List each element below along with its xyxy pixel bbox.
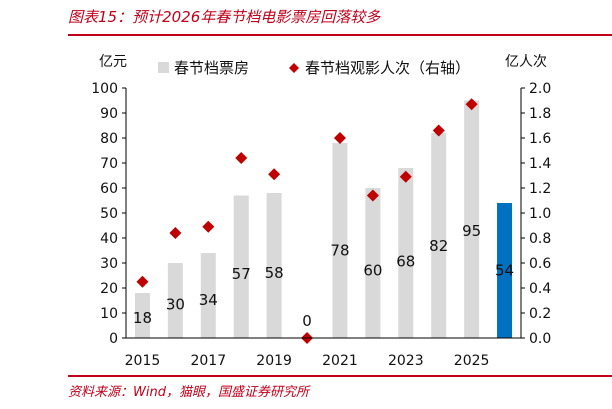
bar-2019 [266, 193, 282, 338]
y-left-tick-label: 30 [100, 256, 118, 272]
y-left-tick-label: 50 [100, 206, 118, 222]
legend: 春节档票房 春节档观影人次（右轴） [158, 59, 470, 77]
x-tick-label: 2019 [256, 353, 292, 369]
legend-swatch-diamond [289, 63, 299, 73]
bar-2024 [431, 133, 447, 338]
chart-title: 图表15：预计2026年春节档电影票房回落较多 [68, 8, 381, 26]
legend-label-bar: 春节档票房 [174, 59, 249, 77]
source-rule [68, 375, 612, 377]
bar-labels-group: 18 30 34 57 58 0 78 60 68 82 95 54 [133, 222, 514, 330]
y-left-tick-label: 60 [100, 181, 118, 197]
y-right-tick-label: 2.0 [529, 81, 551, 97]
y-right-tick-label: 1.8 [529, 106, 551, 122]
x-tick-label: 2023 [388, 353, 424, 369]
marker-2018 [235, 152, 248, 164]
y-right-tick-label: 1.4 [529, 156, 551, 172]
marker-2016 [169, 227, 182, 239]
marker-2015 [136, 275, 149, 288]
ticks-group: 0 10 20 30 40 50 60 70 80 90 100 0.0 0.2 0.4 0.6 0.8 1.0… [91, 81, 551, 369]
bar-label-2023: 68 [396, 253, 415, 271]
marker-2019 [268, 168, 281, 181]
bar-label-2020: 0 [302, 312, 312, 330]
marker-2023 [399, 170, 412, 183]
legend-label-scatter: 春节档观影人次（右轴） [305, 59, 470, 77]
x-tick-label: 2017 [190, 353, 226, 369]
marker-2025 [465, 98, 478, 111]
bar-label-2019: 58 [265, 264, 284, 282]
y-right-tick-label: 0.8 [529, 231, 551, 247]
x-tick-label: 2025 [454, 353, 490, 369]
bar-2018 [233, 195, 249, 338]
bar-2017 [200, 253, 216, 338]
y-right-tick-label: 1.6 [529, 131, 551, 147]
bar-label-2025: 95 [462, 222, 481, 240]
bars-group [134, 100, 513, 338]
x-tick-label: 2021 [322, 353, 358, 369]
y-left-tick-label: 10 [100, 306, 118, 322]
bar-label-2017: 34 [199, 291, 218, 309]
bar-2026 [497, 203, 513, 338]
y-right-tick-label: 0.0 [529, 331, 551, 347]
source-note: 资料来源：Wind，猫眼，国盛证券研究所 [68, 385, 309, 400]
bar-2023 [398, 168, 414, 338]
y-left-unit: 亿元 [99, 54, 127, 70]
x-tick-label: 2015 [125, 353, 161, 369]
title-rule [68, 34, 612, 36]
bar-label-2022: 60 [363, 262, 382, 280]
bar-label-2018: 57 [232, 265, 251, 283]
bar-label-2021: 78 [330, 241, 349, 259]
y-left-tick-label: 70 [100, 156, 118, 172]
y-left-tick-label: 90 [100, 106, 118, 122]
bar-label-2026: 54 [495, 262, 514, 280]
y-right-tick-label: 0.6 [529, 256, 551, 272]
y-right-unit: 亿人次 [505, 54, 547, 70]
bar-label-2024: 82 [429, 237, 448, 255]
bar-2015 [134, 293, 150, 338]
y-left-tick-label: 0 [109, 331, 118, 347]
legend-swatch-bar [158, 62, 169, 73]
y-right-tick-label: 0.4 [529, 281, 551, 297]
y-left-tick-label: 80 [100, 131, 118, 147]
bar-2022 [365, 188, 381, 338]
marker-2017 [202, 220, 215, 233]
y-right-tick-label: 1.2 [529, 181, 551, 197]
marker-2022 [366, 189, 379, 202]
y-right-tick-label: 1.0 [529, 206, 551, 222]
bar-2016 [167, 263, 183, 338]
marker-2021 [333, 132, 346, 144]
bar-2021 [332, 143, 348, 338]
axes-group [125, 88, 522, 339]
y-right-tick-label: 0.2 [529, 306, 551, 322]
bar-label-2016: 30 [166, 295, 185, 313]
y-left-tick-label: 100 [91, 81, 118, 97]
bar-2025 [464, 100, 480, 338]
y-left-tick-label: 20 [100, 281, 118, 297]
markers-group [136, 98, 478, 344]
marker-2024 [432, 124, 445, 137]
bar-label-2015: 18 [133, 309, 152, 327]
y-left-tick-label: 40 [100, 231, 118, 247]
